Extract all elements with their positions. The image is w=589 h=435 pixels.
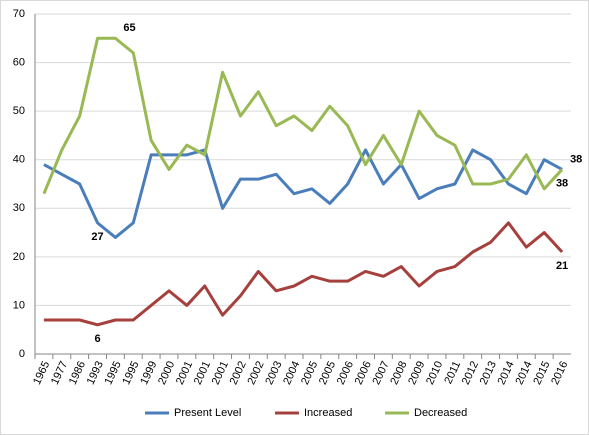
y-tick-label: 20 [13,251,25,263]
series-line [43,221,564,327]
y-tick-label: 70 [13,8,25,20]
y-tick-label: 30 [13,202,25,214]
data-label: 21 [556,260,568,272]
data-label: 65 [123,22,135,34]
y-tick-label: 40 [13,154,25,166]
data-label: 6 [94,333,100,345]
legend-label: Present Level [174,407,241,419]
series-line [43,148,563,239]
series-line [42,36,564,195]
data-label: 38 [570,153,582,165]
legend-label: Decreased [414,407,467,419]
y-tick-label: 0 [19,348,25,360]
data-label: 27 [91,231,103,243]
y-tick-label: 50 [13,105,25,117]
y-tick-label: 60 [13,56,25,68]
legend-label: Increased [304,407,352,419]
data-label: 38 [556,177,568,189]
y-tick-label: 10 [13,299,25,311]
